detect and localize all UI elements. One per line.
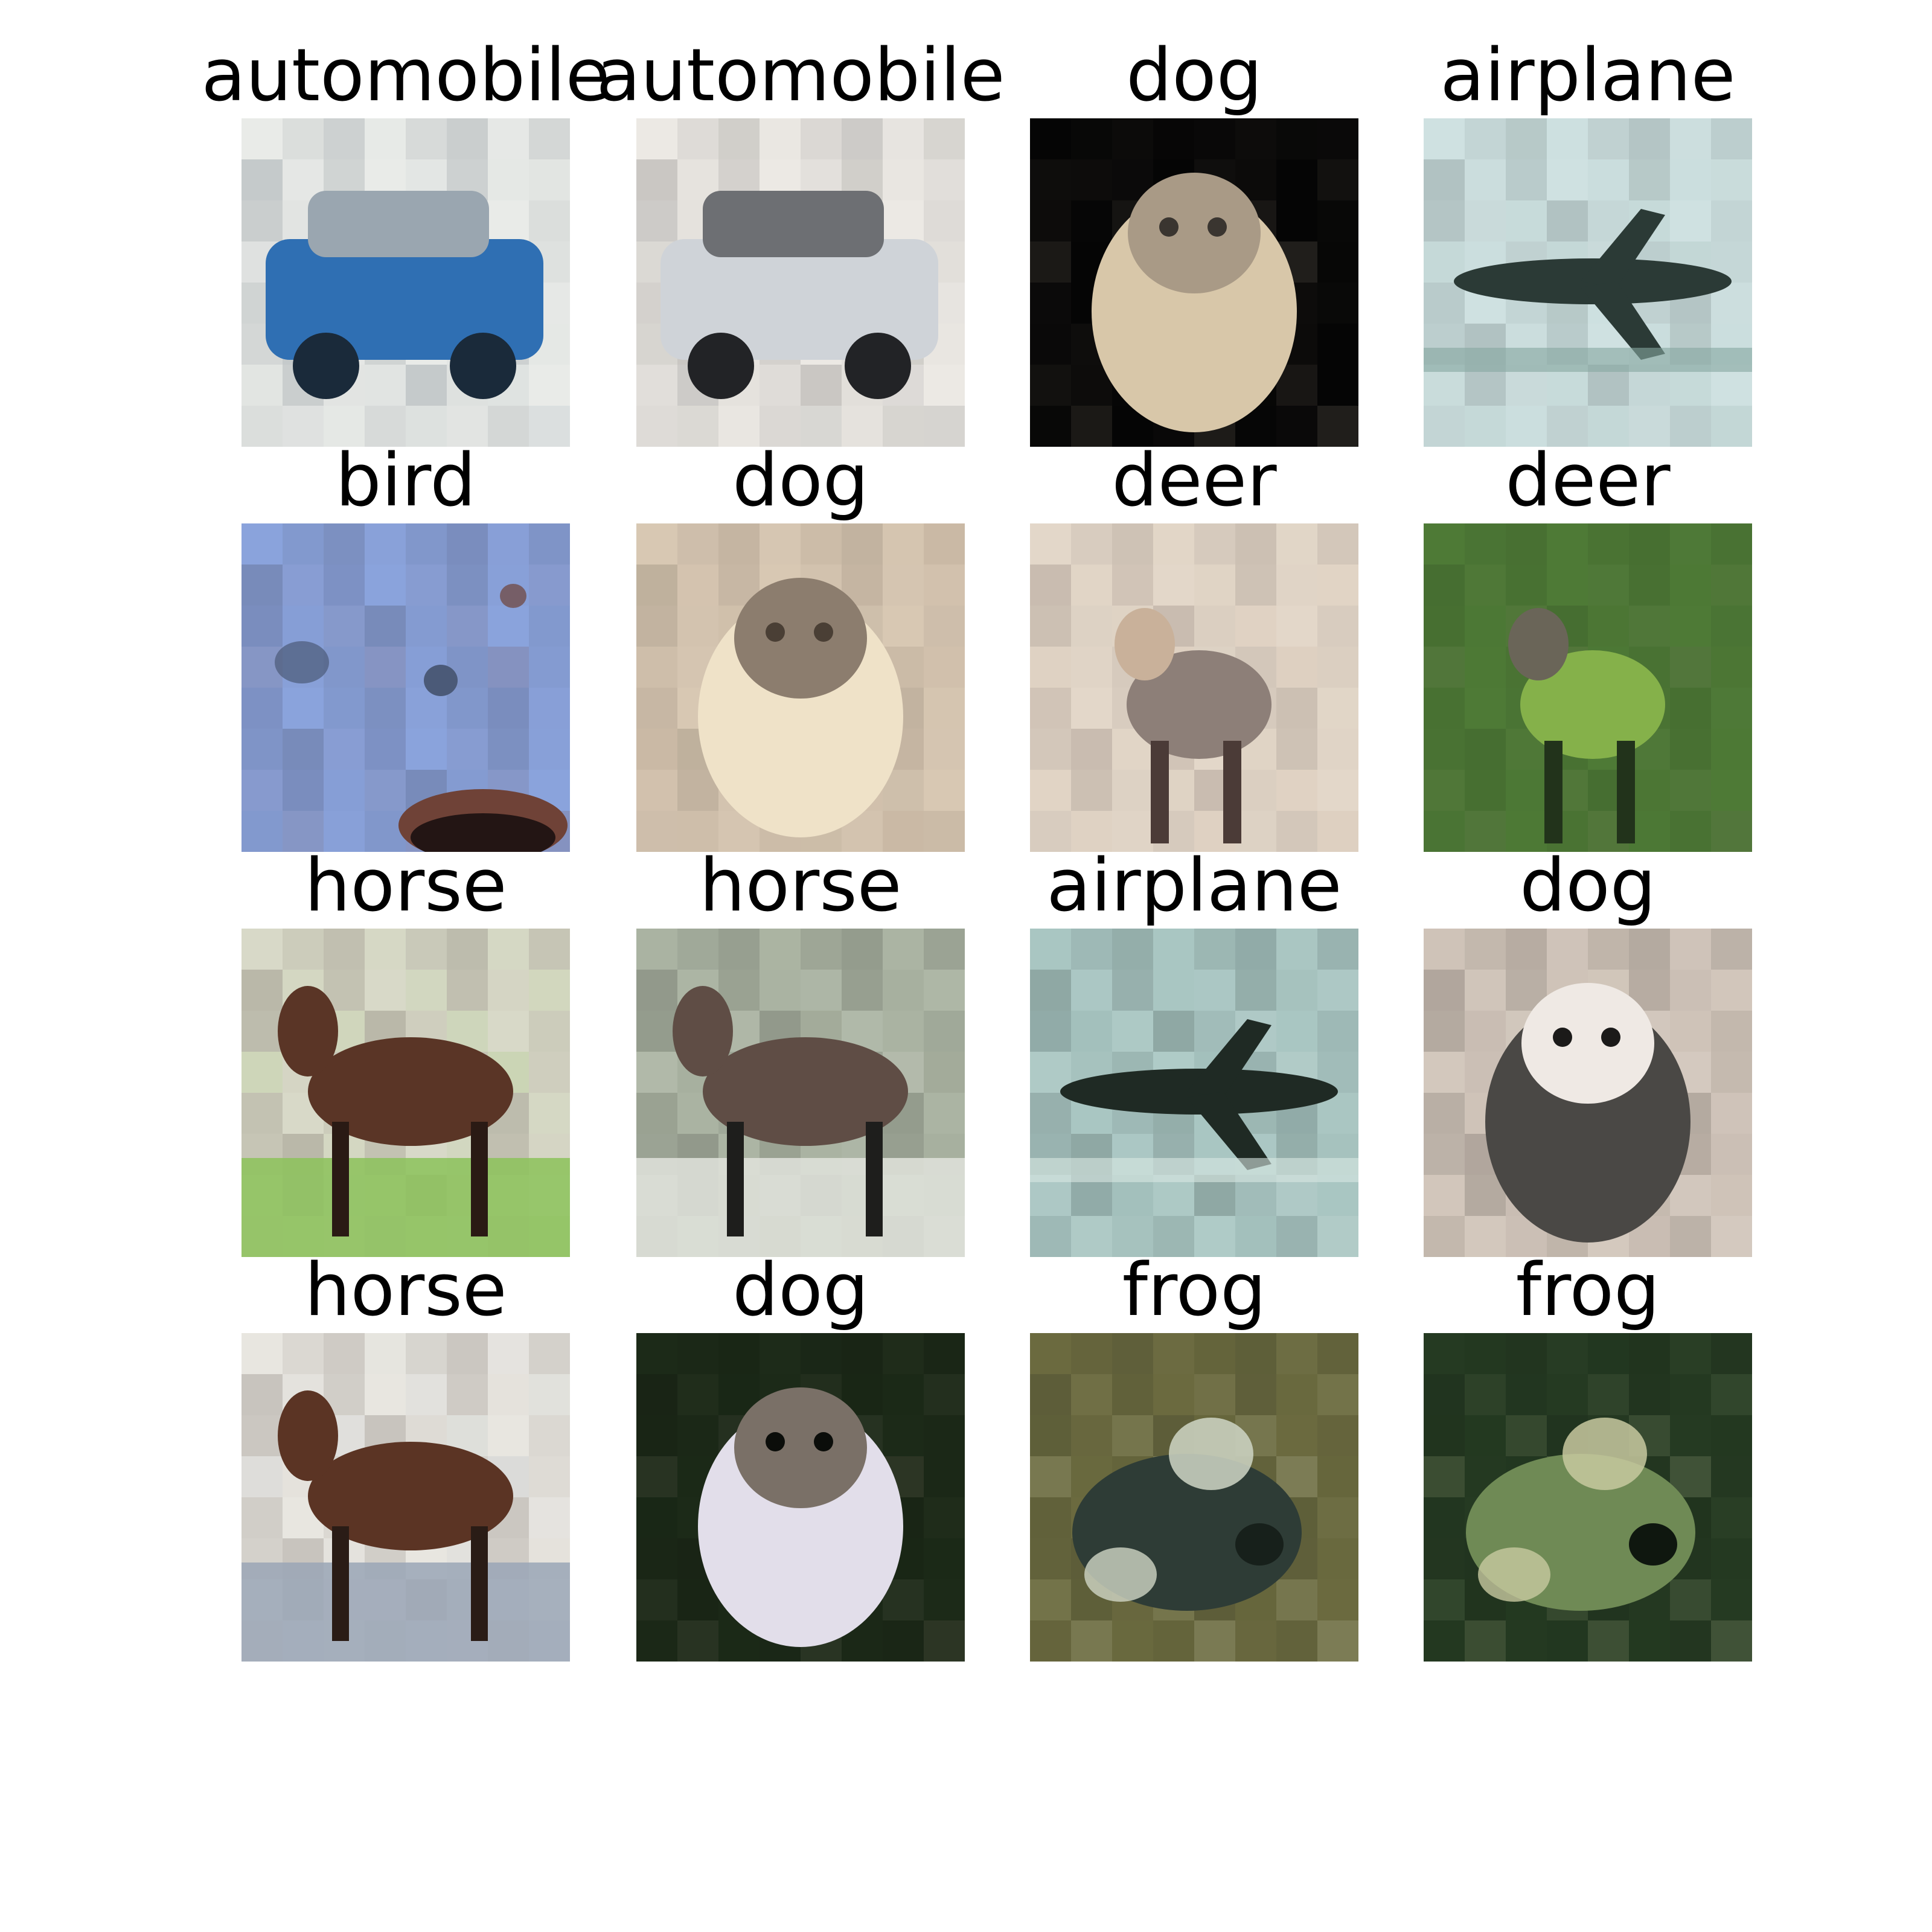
bird-shape xyxy=(275,584,568,852)
sample-image xyxy=(1030,929,1358,1257)
grid-cell: deer xyxy=(1424,439,1752,856)
dog-shape xyxy=(698,1387,903,1647)
car-shape xyxy=(266,191,543,399)
sample-image xyxy=(1030,118,1358,447)
airplane-shape xyxy=(1424,209,1752,372)
sample-image-graphic xyxy=(1424,118,1752,447)
grid-cell: dog xyxy=(636,1249,965,1665)
grid-cell: airplane xyxy=(1030,844,1358,1261)
sample-image-graphic xyxy=(242,1333,570,1662)
sample-image-graphic xyxy=(1030,523,1358,852)
class-label: airplane xyxy=(1046,844,1342,928)
grid-cell: horse xyxy=(242,844,570,1261)
frog-shape xyxy=(1466,1418,1695,1611)
deer-shape xyxy=(1115,608,1271,843)
pixel-texture xyxy=(242,523,570,852)
class-label: horse xyxy=(304,844,507,928)
class-label: horse xyxy=(699,844,902,928)
sample-image xyxy=(636,1333,965,1662)
grid-cell: deer xyxy=(1030,439,1358,856)
class-label: frog xyxy=(1122,1249,1267,1332)
grid-cell: automobile xyxy=(201,34,610,450)
sample-image xyxy=(636,523,965,852)
sample-image-graphic xyxy=(636,1333,965,1662)
airplane-shape xyxy=(1030,1019,1358,1182)
class-label: automobile xyxy=(596,34,1005,118)
sample-image-graphic xyxy=(636,118,965,447)
grid-cell: frog xyxy=(1030,1249,1358,1665)
sample-image xyxy=(1030,1333,1358,1662)
sample-image xyxy=(1030,523,1358,852)
grid-cell: automobile xyxy=(596,34,1005,450)
grid-cell: dog xyxy=(636,439,965,856)
sample-image xyxy=(1424,118,1752,447)
dog-shape xyxy=(1485,983,1690,1243)
horse-shape xyxy=(242,986,570,1257)
pixel-texture xyxy=(1424,523,1752,852)
sample-image-graphic xyxy=(636,523,965,852)
class-label: deer xyxy=(1505,439,1671,523)
sample-image-graphic xyxy=(1030,1333,1358,1662)
sample-image-graphic xyxy=(636,929,965,1257)
sample-image xyxy=(636,929,965,1257)
sample-image xyxy=(636,118,965,447)
class-label: frog xyxy=(1515,1249,1660,1332)
sample-image xyxy=(242,523,570,852)
class-label: horse xyxy=(304,1249,507,1332)
sample-image xyxy=(242,118,570,447)
grid-cell: horse xyxy=(242,1249,570,1665)
sample-image-graphic xyxy=(242,929,570,1257)
horse-shape xyxy=(242,1390,570,1662)
dog-shape xyxy=(698,578,903,837)
grid-cell: dog xyxy=(1030,34,1358,450)
class-label: dog xyxy=(1520,844,1656,928)
class-label: deer xyxy=(1112,439,1277,523)
grid-cell: frog xyxy=(1424,1249,1752,1665)
grid-cell: airplane xyxy=(1424,34,1752,450)
class-label: dog xyxy=(1126,34,1262,118)
sample-image xyxy=(1424,929,1752,1257)
frog-shape xyxy=(1072,1418,1302,1611)
pixel-texture xyxy=(1424,929,1752,1257)
sample-image-graphic xyxy=(1424,929,1752,1257)
sample-image-graphic xyxy=(242,523,570,852)
class-label: bird xyxy=(335,439,476,523)
sample-image xyxy=(242,929,570,1257)
sample-image-graphic xyxy=(1030,929,1358,1257)
dog-shape xyxy=(1092,173,1297,432)
class-label: automobile xyxy=(201,34,610,118)
horse-shape xyxy=(636,986,965,1257)
sample-image xyxy=(1424,523,1752,852)
class-label: dog xyxy=(732,1249,869,1332)
sample-image xyxy=(242,1333,570,1662)
sample-image xyxy=(1424,1333,1752,1662)
sample-image-graphic xyxy=(1424,523,1752,852)
grid-cell: horse xyxy=(636,844,965,1261)
sample-image-graphic xyxy=(1030,118,1358,447)
sample-image-graphic xyxy=(1424,1333,1752,1662)
grid-cell: dog xyxy=(1424,844,1752,1261)
car-shape xyxy=(661,191,938,399)
class-label: dog xyxy=(732,439,869,523)
deer-shape xyxy=(1508,608,1665,843)
class-label: airplane xyxy=(1440,34,1736,118)
sample-image-graphic xyxy=(242,118,570,447)
grid-cell: bird xyxy=(242,439,570,856)
